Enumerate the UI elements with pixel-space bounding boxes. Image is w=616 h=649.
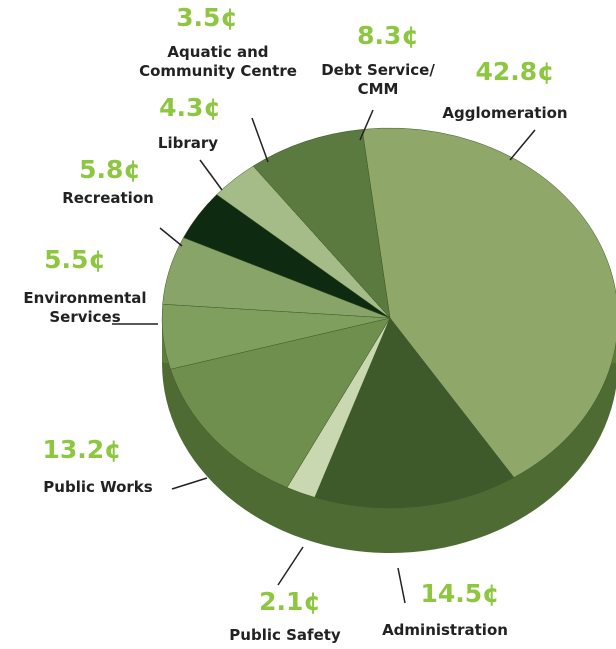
value-label: 2.1¢ [259, 592, 321, 611]
leader-line [398, 568, 405, 603]
category-label: Recreation [62, 189, 154, 208]
category-label: Public Works [43, 478, 152, 497]
value-label: 13.2¢ [42, 440, 121, 459]
leader-line [252, 118, 268, 162]
coin [162, 128, 616, 553]
value-label: 5.8¢ [79, 160, 141, 179]
category-label: Library [158, 134, 218, 153]
leader-line [160, 228, 182, 246]
value-label: 5.5¢ [44, 250, 106, 269]
value-label: 3.5¢ [176, 8, 238, 27]
leader-line [172, 478, 207, 489]
value-label: 8.3¢ [357, 26, 419, 45]
chart: 42.8¢ Agglomeration 14.5¢ Administration 2.1… [0, 0, 616, 649]
category-label: Debt Service/ CMM [321, 61, 435, 99]
category-label: Administration [382, 621, 508, 640]
category-label: Public Safety [229, 626, 340, 645]
category-label: Aquatic and Community Centre [139, 43, 297, 81]
leader-line [200, 160, 222, 190]
value-label: 4.3¢ [159, 98, 221, 117]
leader-line [278, 547, 303, 585]
value-label: 42.8¢ [475, 62, 554, 81]
leader-line [510, 130, 535, 160]
value-label: 14.5¢ [420, 584, 499, 603]
category-label: Environmental Services [23, 289, 146, 327]
category-label: Agglomeration [442, 104, 567, 123]
